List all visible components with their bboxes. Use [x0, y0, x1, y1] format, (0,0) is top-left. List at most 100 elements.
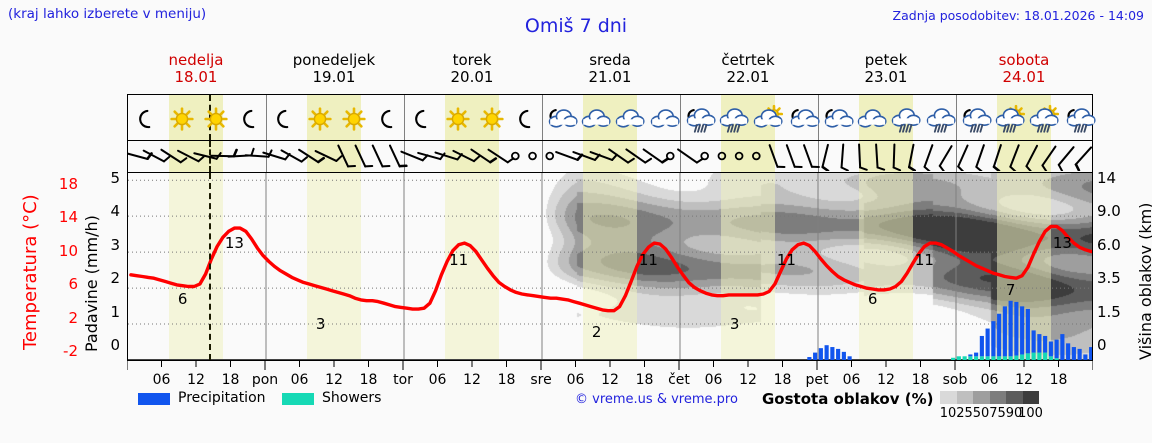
- temperature-point-label: 11: [638, 250, 658, 269]
- day-header: sobota 24.01: [955, 52, 1093, 88]
- x-tick-label: 12: [877, 372, 895, 388]
- temperature-tick: 10: [58, 241, 78, 260]
- daylight-shade: [859, 141, 914, 172]
- temperature-tick: -2: [63, 342, 78, 360]
- weather-icon-cloud: [855, 104, 887, 132]
- temperature-point-label: 11: [914, 250, 934, 269]
- precipitation-tick: 5: [110, 169, 120, 187]
- cloudheight-axis-title: Višina oblakov (km): [1136, 202, 1152, 360]
- cloud-density-tick: 10: [939, 406, 957, 421]
- temperature-point-label: 3: [729, 314, 740, 333]
- weather-icon-cloud: [613, 104, 645, 132]
- x-tick-label: 18: [773, 372, 792, 388]
- daylight-shade: [445, 173, 500, 360]
- weather-icon-cloud-rain: [717, 104, 749, 133]
- day-name: sobota: [998, 51, 1050, 69]
- x-tick-label: 06: [152, 372, 171, 388]
- day-separator: [404, 141, 405, 172]
- cloud-density-tick: 75: [989, 406, 1006, 421]
- x-tick-label: 12: [463, 372, 481, 388]
- day-header: sreda 21.01: [541, 52, 679, 88]
- temperature-point-label: 3: [315, 314, 326, 333]
- weather-icon-moon-cloud: [544, 104, 578, 132]
- x-tick-label: 18: [359, 372, 378, 388]
- wind-barbs: [128, 143, 1092, 171]
- credit-link[interactable]: © vreme.us & vreme.pro: [575, 392, 738, 407]
- day-header: petek 23.01: [817, 52, 955, 88]
- day-date: 23.01: [864, 68, 908, 86]
- x-tick-label: 06: [428, 372, 447, 388]
- temperature-tick: 18: [58, 175, 78, 193]
- cloud-density-swatch: [956, 391, 973, 404]
- current-time-line: [209, 173, 212, 360]
- cloud-density-swatch: [989, 391, 1006, 404]
- page-title: Omiš 7 dni: [524, 15, 628, 37]
- weather-icon-cloud-rain: [889, 104, 921, 133]
- weather-icon-moon: [372, 104, 402, 132]
- day-name: petek: [864, 51, 908, 69]
- weather-icon-moon-cloud-rain: [958, 104, 992, 133]
- weather-icon-moon: [510, 104, 540, 132]
- day-separator: [818, 141, 819, 172]
- plot-gridlines: [128, 173, 1092, 360]
- cloud-density-swatch: [1006, 391, 1023, 404]
- temperature-point-label: 13: [1052, 234, 1072, 253]
- x-tick-label: čet: [668, 372, 690, 388]
- x-tick-label: pet: [805, 372, 829, 388]
- showers-legend-label: Showers: [322, 390, 382, 406]
- x-tick-label: 06: [980, 372, 999, 388]
- daylight-shade: [445, 141, 500, 172]
- cloud-density-tick: 25: [956, 406, 973, 421]
- weather-icon-cloud: [579, 104, 611, 132]
- day-separator: [680, 141, 681, 172]
- precipitation-bars: [807, 300, 1092, 360]
- precipitation-tick: 2: [110, 269, 120, 288]
- day-date: 24.01: [1002, 68, 1046, 86]
- temperature-tick: 6: [68, 275, 78, 294]
- x-tick-label: tor: [393, 372, 413, 388]
- cloudheight-tick: 14: [1097, 169, 1117, 187]
- temperature-tick: 14: [58, 208, 78, 227]
- weather-icon-moon-cloud-rain: [682, 104, 716, 133]
- x-tick-label: sre: [530, 372, 552, 388]
- day-name: ponedeljek: [292, 51, 376, 69]
- x-axis-tick-band: [127, 361, 1093, 372]
- temperature-point-label: 6: [177, 289, 188, 308]
- day-separator: [956, 95, 957, 140]
- daylight-shade: [721, 141, 776, 172]
- precipitation-swatch: [138, 393, 170, 405]
- weather-icon-moon: [234, 104, 264, 132]
- temperature-point-label: 7: [1005, 281, 1016, 300]
- x-tick-label: 18: [635, 372, 654, 388]
- x-tick-label: 12: [601, 372, 619, 388]
- x-tick-label: 06: [566, 372, 585, 388]
- temperature-point-label: 11: [449, 250, 469, 269]
- cloud-density-swatch: [1022, 391, 1039, 404]
- day-date: 21.01: [588, 68, 632, 86]
- wind-barb-band: [127, 141, 1093, 172]
- x-tick-label: 18: [911, 372, 930, 388]
- x-tick-label: 12: [325, 372, 343, 388]
- precipitation-tick: 3: [110, 235, 120, 254]
- plot-bands: [128, 173, 1092, 360]
- cloud-density-tick: 50: [972, 406, 990, 421]
- cloud-density-tick: 90: [1005, 406, 1023, 421]
- temperature-point-label: 2: [591, 322, 602, 341]
- weather-icon-sun: [441, 104, 471, 132]
- temperature-point-label: 11: [776, 250, 796, 269]
- temperature-point-label: 6: [867, 289, 878, 308]
- day-header: torek 20.01: [403, 52, 541, 88]
- daylight-shade: [583, 141, 638, 172]
- weather-icon-sun: [475, 104, 505, 132]
- day-separator: [542, 95, 543, 140]
- x-tick-label: 06: [842, 372, 861, 388]
- x-tick-label: 12: [1015, 372, 1033, 388]
- day-name: nedelja: [168, 51, 224, 69]
- weather-icon-sun-cloud-rain: [1027, 104, 1060, 133]
- day-date: 20.01: [450, 68, 494, 86]
- temperature-point-label: 13: [224, 234, 244, 253]
- weather-icon-moon-cloud-rain: [1062, 104, 1096, 133]
- weather-icon-sun: [337, 104, 367, 132]
- precipitation-tick: 4: [110, 202, 120, 221]
- precipitation-legend-label: Precipitation: [178, 390, 266, 406]
